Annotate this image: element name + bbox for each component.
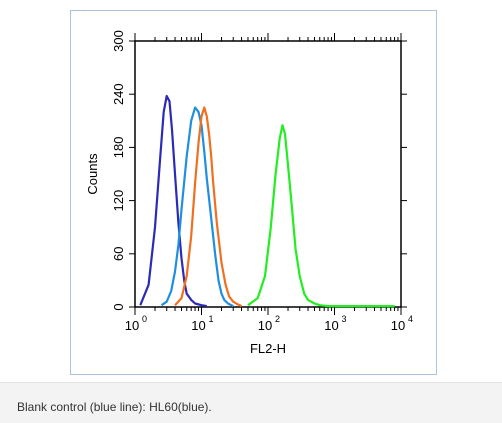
x-tick-exponent: 1 [209, 314, 214, 324]
x-tick-label: 10 [391, 318, 405, 333]
histogram-line-4 [247, 124, 395, 308]
x-tick-label: 10 [125, 318, 139, 333]
histogram-line-1 [139, 94, 207, 308]
x-tick-exponent: 4 [408, 314, 413, 324]
y-tick-label: 60 [111, 247, 126, 261]
y-tick-label: 0 [111, 303, 126, 310]
x-tick-label: 10 [191, 318, 205, 333]
y-axis-title: Counts [85, 153, 100, 195]
histogram-line-2 [160, 106, 234, 308]
x-tick-label: 10 [258, 318, 272, 333]
figure-caption: Blank control (blue line): HL60(blue). [17, 400, 212, 414]
axis-ticks [129, 33, 407, 315]
x-tick-exponent: 3 [342, 314, 347, 324]
figure-panel: 10 0 10 1 10 2 10 3 10 4 0 60 120 180 240 300 FL2-H Cou… [70, 10, 437, 375]
y-tick-label: 120 [111, 190, 126, 212]
caption-bar: Blank control (blue line): HL60(blue). [0, 382, 502, 423]
series-layer [139, 94, 395, 308]
x-tick-exponent: 0 [142, 314, 147, 324]
y-tick-label: 180 [111, 137, 126, 159]
histogram-line-3 [174, 106, 242, 308]
y-tick-label: 240 [111, 83, 126, 105]
x-axis-title: FL2-H [250, 341, 286, 356]
x-tick-exponent: 2 [275, 314, 280, 324]
x-tick-label: 10 [324, 318, 338, 333]
y-tick-label: 300 [111, 30, 126, 52]
